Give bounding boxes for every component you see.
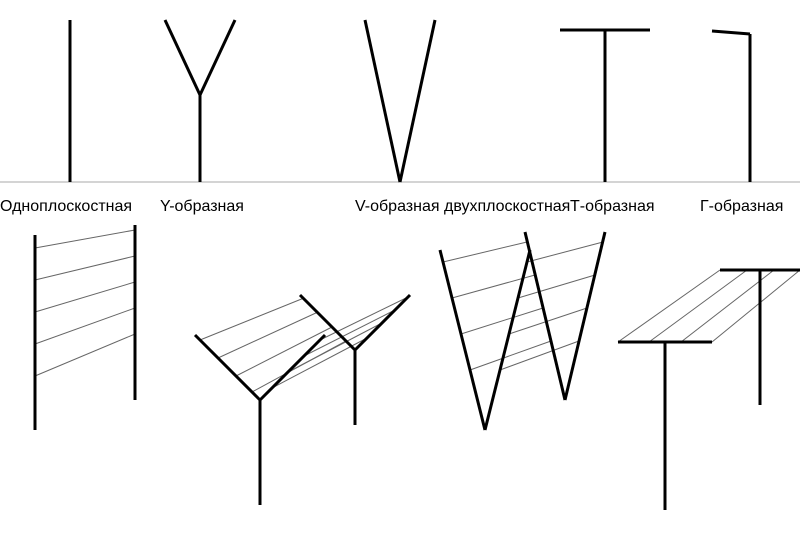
top-v-shaped bbox=[365, 20, 435, 182]
label-y-shaped: Y-образная bbox=[160, 198, 244, 216]
bottom-y-shaped bbox=[195, 295, 410, 505]
top-g-shaped bbox=[712, 31, 750, 182]
label-v-shaped: V-образная двухплоскостная bbox=[355, 198, 570, 216]
top-y-shaped bbox=[165, 20, 235, 182]
label-single-plane: Одноплоскостная bbox=[0, 198, 132, 216]
top-t-shaped bbox=[560, 30, 650, 182]
bottom-v-shaped bbox=[440, 232, 605, 430]
label-g-shaped: Г-образная bbox=[700, 198, 783, 216]
label-t-shaped: Т-образная bbox=[570, 198, 655, 216]
trellis-diagram bbox=[0, 0, 800, 534]
bottom-single-plane bbox=[35, 225, 135, 430]
bottom-t-shaped bbox=[618, 270, 800, 510]
